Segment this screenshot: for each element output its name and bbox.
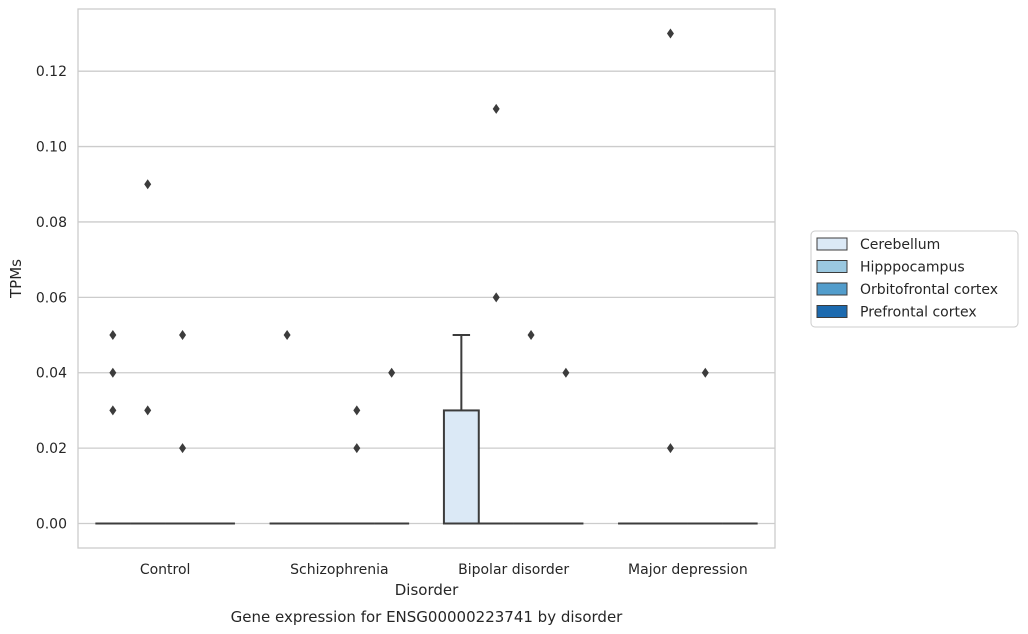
outlier-point [388,367,396,378]
box-group [95,330,131,525]
outlier-point [109,330,117,341]
x-tick-label: Bipolar disorder [458,562,569,578]
legend-label: Hipppocampus [860,260,965,276]
box-group [653,28,688,525]
outlier-point [666,28,674,39]
box-group [548,367,584,525]
y-tick-label: 0.04 [36,366,67,382]
y-tick-labels: 0.00 0.02 0.04 0.06 0.08 0.10 0.12 [36,64,67,532]
legend-label: Orbitofrontal cortex [860,282,998,298]
box-group [269,330,305,525]
box-group [478,103,514,525]
outlier-point [527,330,535,341]
outlier-point [353,405,361,416]
box-group [339,405,375,525]
outlier-point [179,443,187,454]
outlier-point [179,330,187,341]
box-group [130,179,166,525]
y-tick-label: 0.06 [36,290,67,306]
y-tick-label: 0.12 [36,64,67,80]
outlier-point [283,330,291,341]
outlier-point [353,443,361,454]
legend-swatch [816,305,848,318]
outlier-point [109,405,117,416]
legend-swatch [816,260,848,273]
outlier-point [701,367,709,378]
outlier-point [562,367,570,378]
outlier-point [144,179,152,190]
box-layer [95,28,758,525]
chart-caption: Gene expression for ENSG00000223741 by d… [231,608,624,626]
y-tick-label: 0.10 [36,140,67,156]
x-tick-label: Control [140,562,191,578]
box-group [374,367,410,525]
legend: Cerebellum Hipppocampus Orbitofrontal cort… [810,230,1019,328]
box-group [687,367,723,525]
outlier-point [492,292,500,303]
x-tick-labels: Control Schizophrenia Bipolar disorder Majo… [140,562,748,578]
box-group [513,330,549,525]
y-tick-label: 0.00 [36,517,67,533]
outlier-point [109,367,117,378]
legend-label: Prefrontal cortex [860,305,977,321]
legend-label: Cerebellum [860,237,940,253]
x-tick-label: Major depression [628,562,748,578]
box-group [442,334,480,525]
x-tick-label: Schizophrenia [290,562,388,578]
outlier-point [144,405,152,416]
y-tick-label: 0.08 [36,215,67,231]
legend-swatch [816,282,848,296]
legend-swatch [816,237,848,251]
outlier-point [666,443,674,454]
box-group [165,330,200,525]
y-axis-label: TPMs [7,259,25,299]
plot-frame [77,8,776,549]
box [442,409,480,525]
x-axis-label: Disorder [395,581,459,599]
grid-layer [78,70,775,525]
legend-frame [810,230,1019,328]
outlier-point [492,103,500,114]
y-tick-label: 0.02 [36,441,67,457]
